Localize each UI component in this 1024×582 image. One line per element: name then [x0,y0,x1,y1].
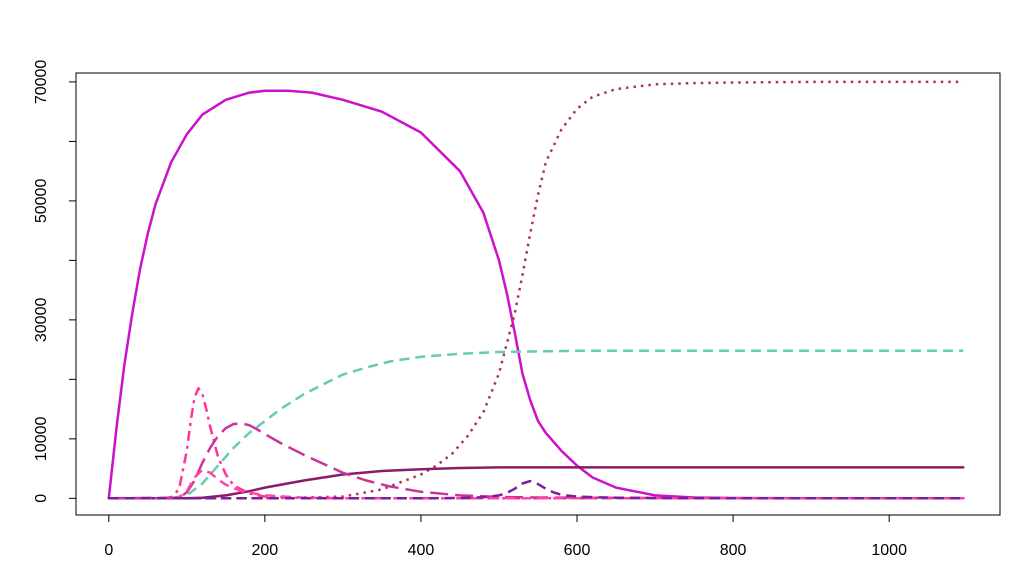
x-tick-label: 200 [252,542,279,559]
x-tick-label: 1000 [871,542,907,559]
series-line-3 [108,349,964,500]
series-line-2 [108,80,964,500]
x-tick-label: 0 [104,542,113,559]
y-tick-label: 50000 [33,179,50,224]
series-line-6 [108,422,964,500]
x-axis: 0 200 400 600 800 1000 [104,514,907,559]
x-tick-label: 400 [408,542,435,559]
series-line-4 [107,466,965,500]
series-line-1 [107,89,965,500]
y-axis: 0 10000 30000 50000 70000 [33,60,77,503]
y-tick-label: 10000 [33,417,50,462]
series-layer [107,80,965,500]
series-line-7 [108,468,964,500]
x-tick-label: 800 [720,542,747,559]
plot-frame [75,72,1001,516]
y-tick-label: 0 [33,494,50,503]
y-tick-label: 70000 [33,60,50,105]
y-tick-label: 30000 [33,298,50,343]
series-line-8 [108,479,964,500]
x-tick-label: 600 [564,542,591,559]
